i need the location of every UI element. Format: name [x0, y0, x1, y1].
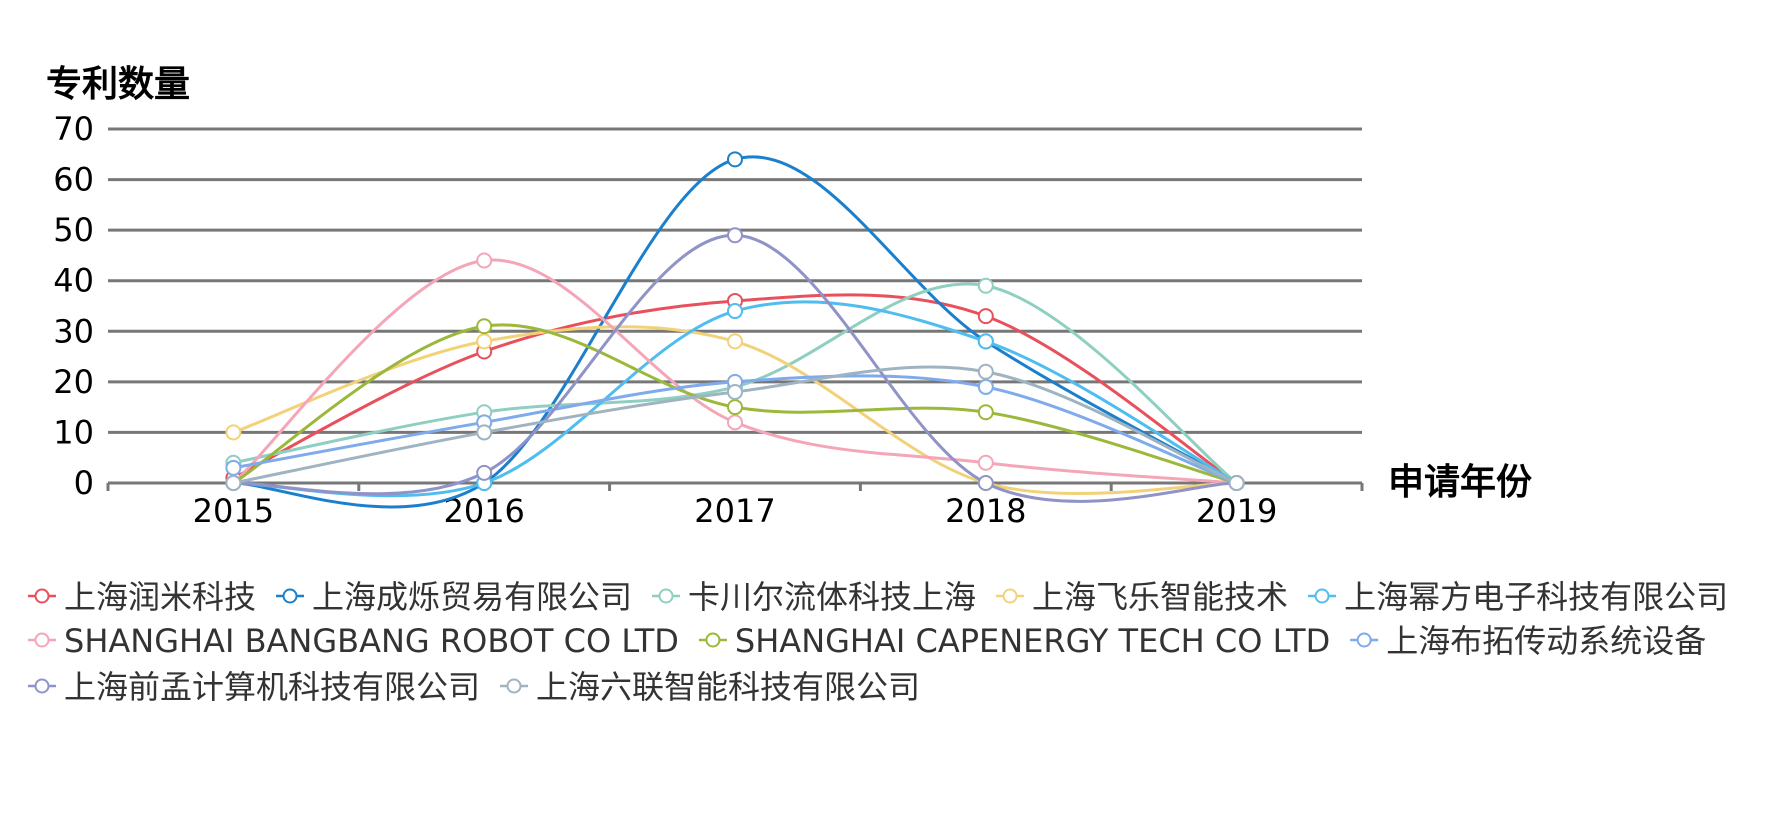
legend-item[interactable]: 上海幂方电子科技有限公司: [1308, 578, 1728, 616]
series-line: [233, 235, 1236, 501]
legend-swatch-marker: [36, 680, 49, 693]
data-point: [979, 380, 993, 394]
legend-label: SHANGHAI BANGBANG ROBOT CO LTD: [64, 622, 679, 660]
y-tick-label: 10: [53, 413, 94, 451]
data-point: [979, 334, 993, 348]
legend-item[interactable]: 上海飞乐智能技术: [996, 578, 1288, 616]
data-point: [728, 400, 742, 414]
data-point: [728, 415, 742, 429]
y-tick-label: 0: [74, 464, 94, 502]
legend-item[interactable]: 上海布拓传动系统设备: [1350, 622, 1706, 660]
data-point: [477, 319, 491, 333]
legend-label: SHANGHAI CAPENERGY TECH CO LTD: [735, 622, 1330, 660]
x-tick-label: 2017: [694, 492, 775, 530]
y-tick-label: 40: [53, 262, 94, 300]
data-point: [979, 309, 993, 323]
data-point: [728, 304, 742, 318]
legend-swatch-marker: [706, 634, 719, 647]
legend-label: 卡川尔流体科技上海: [688, 578, 976, 616]
data-point: [728, 152, 742, 166]
legend-label: 上海幂方电子科技有限公司: [1344, 578, 1728, 616]
data-point: [979, 405, 993, 419]
data-point: [979, 456, 993, 470]
data-point: [728, 334, 742, 348]
legend-item[interactable]: 上海六联智能科技有限公司: [500, 668, 920, 706]
data-point: [979, 279, 993, 293]
y-tick-label: 30: [53, 312, 94, 350]
legend-label: 上海前孟计算机科技有限公司: [64, 668, 480, 706]
legend-swatch-marker: [36, 590, 49, 603]
legend-item[interactable]: SHANGHAI BANGBANG ROBOT CO LTD: [28, 622, 679, 660]
legend-item[interactable]: 上海成烁贸易有限公司: [276, 578, 632, 616]
data-point: [477, 253, 491, 267]
legend-label: 上海布拓传动系统设备: [1386, 622, 1706, 660]
legend-item[interactable]: SHANGHAI CAPENERGY TECH CO LTD: [699, 622, 1330, 660]
x-tick-label: 2015: [193, 492, 274, 530]
y-tick-label: 50: [53, 211, 94, 249]
data-point: [979, 365, 993, 379]
legend-swatch-marker: [1358, 634, 1371, 647]
data-point: [226, 425, 240, 439]
x-axis-title: 申请年份: [1388, 462, 1532, 503]
legend-label: 上海润米科技: [64, 578, 256, 616]
data-point: [1230, 476, 1244, 490]
y-tick-label: 70: [53, 110, 94, 148]
data-point: [728, 385, 742, 399]
legend-swatch-marker: [660, 590, 673, 603]
y-tick-label: 20: [53, 363, 94, 401]
legend-label: 上海成烁贸易有限公司: [312, 578, 632, 616]
data-point: [477, 334, 491, 348]
legend-swatch-marker: [508, 680, 521, 693]
data-point: [979, 476, 993, 490]
data-point: [477, 466, 491, 480]
data-point: [477, 425, 491, 439]
x-tick-label: 2018: [945, 492, 1026, 530]
legend-item[interactable]: 卡川尔流体科技上海: [652, 578, 976, 616]
series-9: [226, 228, 1243, 501]
x-tick-label: 2019: [1196, 492, 1277, 530]
legend-label: 上海飞乐智能技术: [1032, 578, 1288, 616]
data-point: [728, 228, 742, 242]
legend-swatch-marker: [36, 634, 49, 647]
legend-swatch-marker: [1316, 590, 1329, 603]
legend-item[interactable]: 上海前孟计算机科技有限公司: [28, 668, 480, 706]
y-axis-title: 专利数量: [46, 64, 190, 105]
y-tick-label: 60: [53, 161, 94, 199]
data-point: [226, 476, 240, 490]
data-point: [226, 461, 240, 475]
legend-item[interactable]: 上海润米科技: [28, 578, 256, 616]
legend-label: 上海六联智能科技有限公司: [536, 668, 920, 706]
legend-swatch-marker: [1004, 590, 1017, 603]
legend-swatch-marker: [284, 590, 297, 603]
